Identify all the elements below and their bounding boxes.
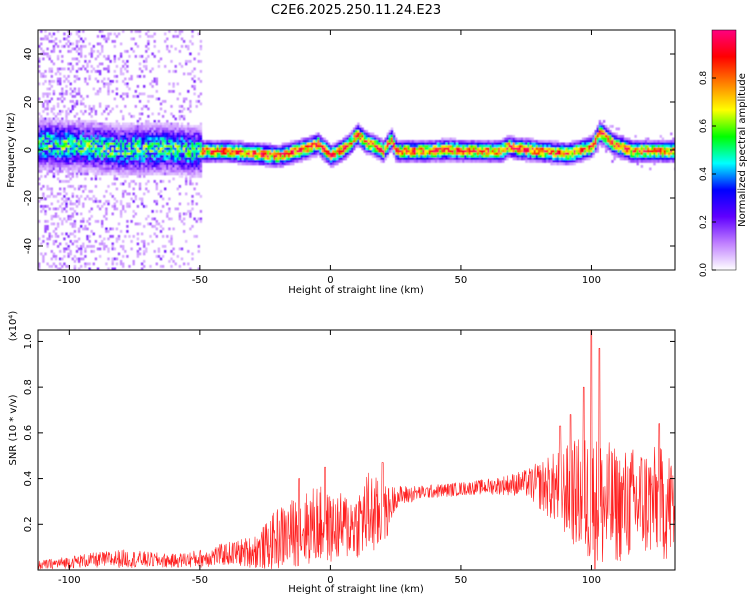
x-tick-label: 50: [455, 575, 468, 586]
colorbar: 0.0 0.2 0.4 0.6 0.8 Normalized spectral ampl…: [699, 30, 748, 277]
y-tick-label: 0.2: [23, 516, 34, 532]
x-tick-label: -100: [58, 275, 81, 286]
snr-y-ticks: 0.2 0.4 0.6 0.8 1.0: [23, 333, 675, 532]
y-tick-label: 1.0: [23, 333, 34, 349]
colorbar-tick-label: 0.6: [699, 119, 709, 134]
x-tick-label: -100: [58, 575, 81, 586]
x-tick-label: 100: [582, 575, 601, 586]
y-tick-label: 40: [23, 48, 34, 61]
y-tick-label: -20: [23, 190, 34, 206]
x-tick-label: 100: [582, 275, 601, 286]
chart-title: C2E6.2025.250.11.24.E23: [271, 3, 441, 18]
x-tick-label: 50: [455, 275, 468, 286]
colorbar-label: Normalized spectral amplitude: [737, 73, 748, 227]
y-tick-label: 0: [23, 147, 34, 153]
snr-y-label: SNR (10 * v/v): [8, 394, 19, 465]
y-tick-label: 20: [23, 96, 34, 109]
y-tick-label: 0.8: [23, 379, 34, 395]
snr-y-multiplier: (x10⁴): [8, 311, 19, 342]
x-tick-label: -50: [192, 275, 208, 286]
spectrogram-y-label: Frequency (Hz): [6, 112, 17, 188]
x-tick-label: -50: [192, 575, 208, 586]
y-tick-label: 0.6: [23, 425, 34, 441]
y-tick-label: -40: [23, 238, 34, 254]
spectrogram-x-label: Height of straight line (km): [288, 285, 424, 296]
colorbar-tick-label: 0.2: [699, 215, 709, 229]
colorbar-tick-label: 0.4: [699, 167, 709, 182]
snr-x-label: Height of straight line (km): [288, 584, 424, 595]
colorbar-tick-label: 0.0: [699, 263, 709, 278]
colorbar-gradient: [712, 30, 736, 270]
snr-series-line: [38, 330, 675, 569]
y-tick-label: 0.4: [23, 471, 34, 487]
colorbar-tick-label: 0.8: [699, 71, 709, 86]
spectrogram-heatmap: [38, 30, 677, 270]
